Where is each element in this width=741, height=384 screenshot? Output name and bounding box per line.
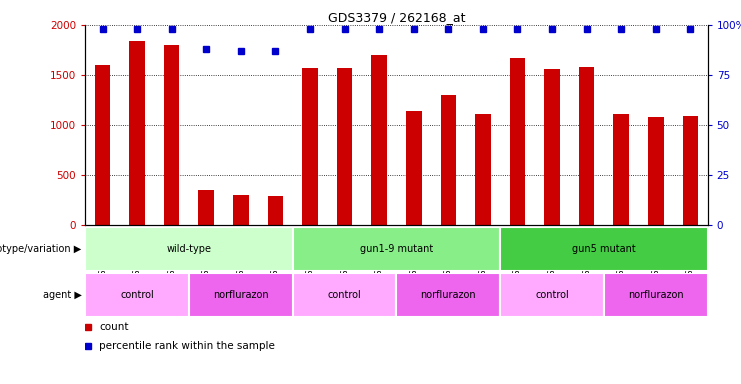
Bar — [199, 190, 214, 225]
Text: control: control — [120, 290, 154, 300]
Bar — [85, 227, 293, 271]
Text: percentile rank within the sample: percentile rank within the sample — [99, 341, 275, 351]
Bar — [406, 111, 422, 225]
Bar — [129, 41, 144, 225]
Bar — [396, 273, 500, 317]
Bar — [579, 67, 594, 225]
Bar — [604, 273, 708, 317]
Bar — [682, 116, 698, 225]
Text: norflurazon: norflurazon — [628, 290, 684, 300]
Text: control: control — [535, 290, 569, 300]
Bar — [440, 95, 456, 225]
Text: genotype/variation ▶: genotype/variation ▶ — [0, 243, 82, 254]
Bar — [371, 55, 387, 225]
Bar — [500, 273, 604, 317]
Bar — [648, 117, 663, 225]
Text: wild-type: wild-type — [167, 243, 211, 254]
Title: GDS3379 / 262168_at: GDS3379 / 262168_at — [328, 11, 465, 24]
Bar — [614, 114, 629, 225]
Text: norflurazon: norflurazon — [420, 290, 476, 300]
Text: count: count — [99, 322, 128, 333]
Bar — [189, 273, 293, 317]
Bar — [302, 68, 318, 225]
Text: norflurazon: norflurazon — [213, 290, 269, 300]
Bar — [233, 195, 248, 225]
Bar — [268, 196, 283, 225]
Bar — [336, 68, 352, 225]
Bar — [85, 273, 189, 317]
Text: gun5 mutant: gun5 mutant — [572, 243, 636, 254]
Bar — [293, 227, 500, 271]
Text: control: control — [328, 290, 362, 300]
Bar — [95, 65, 110, 225]
Bar — [500, 227, 708, 271]
Text: agent ▶: agent ▶ — [43, 290, 82, 300]
Bar — [164, 45, 179, 225]
Bar — [293, 273, 396, 317]
Bar — [475, 114, 491, 225]
Bar — [510, 58, 525, 225]
Text: gun1-9 mutant: gun1-9 mutant — [360, 243, 433, 254]
Bar — [544, 69, 559, 225]
